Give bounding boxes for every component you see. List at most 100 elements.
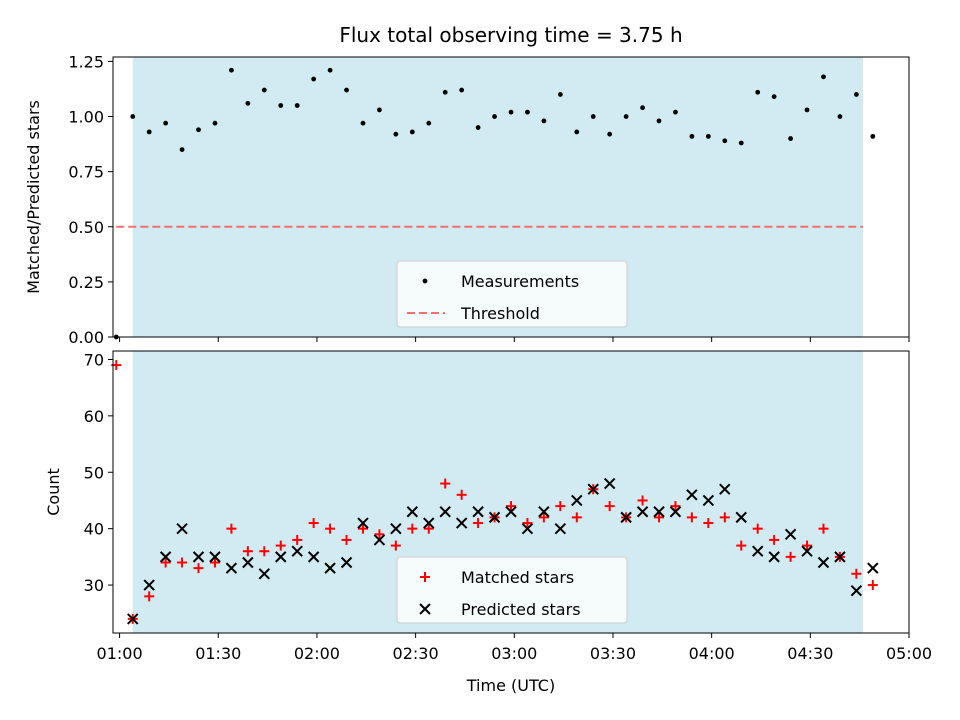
data-point bbox=[357, 523, 368, 534]
data-point bbox=[193, 563, 204, 574]
x-tick-label: 04:00 bbox=[689, 644, 735, 663]
x-marker-b bbox=[488, 511, 501, 524]
data-point bbox=[623, 114, 629, 119]
x-marker-b bbox=[686, 489, 698, 501]
y-tick-label: 0.50 bbox=[68, 218, 104, 237]
y-tick-label: 70 bbox=[84, 350, 104, 369]
data-point bbox=[143, 579, 155, 591]
legend-label: Matched stars bbox=[461, 568, 574, 587]
x-marker-b bbox=[834, 551, 846, 563]
data-point bbox=[705, 133, 711, 139]
data-point bbox=[473, 518, 484, 529]
data-point bbox=[209, 557, 220, 568]
data-point bbox=[308, 518, 319, 529]
data-point bbox=[837, 114, 843, 119]
data-point bbox=[226, 523, 237, 534]
data-point bbox=[768, 551, 780, 563]
x-marker-b bbox=[751, 545, 764, 557]
data-point bbox=[506, 501, 516, 512]
data-point bbox=[802, 540, 813, 551]
data-point bbox=[259, 546, 270, 557]
data-point bbox=[423, 523, 434, 534]
x-marker-b bbox=[636, 506, 649, 518]
legend-box bbox=[396, 556, 628, 624]
data-point bbox=[571, 494, 583, 507]
data-point bbox=[557, 92, 563, 97]
y-tick-label: 0.00 bbox=[68, 328, 104, 347]
x-tick-label: 04:30 bbox=[787, 644, 833, 663]
x-marker-b bbox=[587, 483, 599, 495]
data-point bbox=[505, 506, 517, 518]
x-marker-b bbox=[801, 545, 813, 557]
x-marker-b bbox=[784, 528, 797, 541]
x-marker-b bbox=[850, 584, 863, 597]
x-marker-b bbox=[176, 522, 188, 535]
data-point bbox=[538, 506, 550, 518]
x-marker-b bbox=[768, 551, 780, 563]
data-point bbox=[455, 517, 468, 529]
data-point bbox=[160, 557, 171, 568]
data-point bbox=[821, 74, 826, 80]
top-y-ticks: 0.00 0.25 0.50 0.75 1.00 1.25 bbox=[68, 52, 113, 347]
data-point bbox=[801, 545, 813, 557]
data-point bbox=[689, 133, 695, 139]
data-point bbox=[522, 518, 533, 529]
data-point bbox=[603, 477, 616, 490]
data-point bbox=[769, 534, 780, 545]
top-x-ticks bbox=[119, 337, 910, 342]
x-tick-label: 05:00 bbox=[886, 644, 932, 663]
data-point bbox=[192, 551, 205, 563]
x-marker-b bbox=[357, 517, 369, 529]
data-point bbox=[472, 506, 484, 518]
data-point bbox=[357, 517, 369, 529]
data-point bbox=[669, 506, 682, 518]
x-marker-b bbox=[554, 522, 567, 535]
x-marker-b bbox=[406, 506, 419, 518]
data-point bbox=[738, 140, 744, 146]
x-marker-b bbox=[653, 506, 665, 518]
data-point bbox=[258, 568, 271, 580]
data-point bbox=[555, 501, 566, 512]
data-point bbox=[144, 591, 155, 602]
data-point bbox=[571, 512, 582, 523]
data-point bbox=[229, 67, 234, 73]
data-point bbox=[817, 556, 830, 569]
x-marker-b bbox=[209, 551, 221, 563]
data-point bbox=[340, 556, 353, 569]
legend-marker bbox=[419, 603, 431, 615]
data-point bbox=[311, 76, 317, 82]
x-marker-b bbox=[505, 506, 517, 518]
x-tick-label: 02:00 bbox=[294, 644, 340, 663]
x-marker-b bbox=[423, 517, 435, 529]
data-point bbox=[620, 511, 632, 524]
data-point bbox=[146, 129, 152, 135]
data-point bbox=[225, 562, 238, 574]
data-point bbox=[656, 118, 662, 124]
data-point bbox=[818, 523, 829, 534]
chart-title: Flux total observing time = 3.75 h bbox=[339, 23, 682, 47]
x-marker-b bbox=[258, 568, 271, 580]
data-point bbox=[834, 551, 846, 563]
x-marker-b bbox=[291, 545, 303, 557]
top-y-axis-label: Matched/Predicted stars bbox=[24, 100, 43, 294]
x-marker-b bbox=[472, 506, 484, 518]
y-tick-label: 1.25 bbox=[68, 52, 104, 71]
data-point bbox=[752, 523, 763, 534]
data-point bbox=[130, 114, 136, 119]
bottom-axes-frame bbox=[112, 350, 910, 634]
data-point bbox=[853, 92, 859, 97]
data-point bbox=[159, 551, 172, 563]
data-point bbox=[751, 545, 764, 557]
data-point bbox=[850, 584, 863, 597]
data-point bbox=[703, 518, 714, 529]
data-point bbox=[475, 125, 481, 130]
data-point bbox=[245, 100, 251, 106]
x-tick-label: 02:30 bbox=[393, 644, 439, 663]
data-point bbox=[325, 523, 336, 534]
data-point bbox=[209, 551, 221, 563]
data-point bbox=[686, 489, 698, 501]
data-point bbox=[426, 120, 432, 126]
x-marker-b bbox=[159, 551, 172, 563]
x-marker-b bbox=[620, 511, 632, 524]
